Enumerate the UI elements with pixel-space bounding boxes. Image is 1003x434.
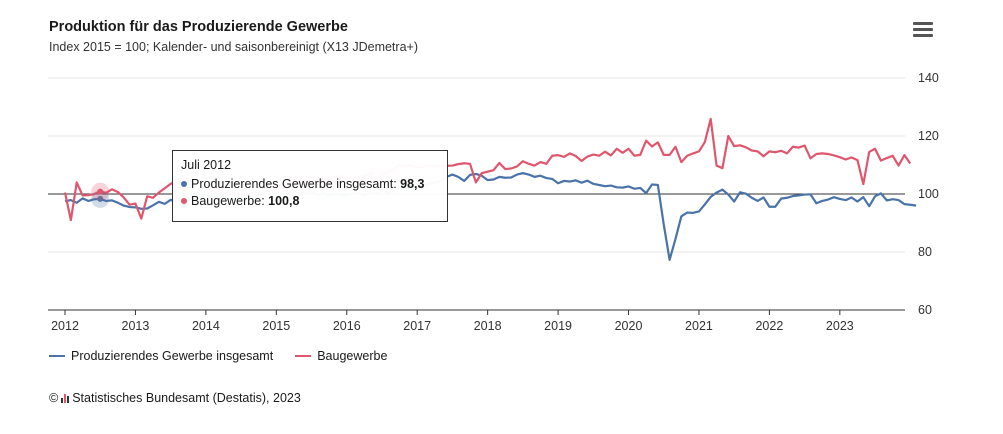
hover-point-series-2 xyxy=(97,188,104,195)
x-tick-label-2013: 2013 xyxy=(122,319,150,333)
y-tick-label-100: 100 xyxy=(918,187,939,201)
tooltip-value-series-2: 100,8 xyxy=(268,194,300,208)
footer: © Statistisches Bundesamt (Destatis), 20… xyxy=(49,391,301,405)
legend-item-series-1[interactable]: Produzierendes Gewerbe insgesamt xyxy=(49,349,273,363)
y-tick-label-80: 80 xyxy=(918,245,932,259)
tooltip-row-series-2: Baugewerbe: 100,8 xyxy=(181,194,439,208)
legend-item-series-2[interactable]: Baugewerbe xyxy=(295,349,387,363)
tooltip-row-series-1: Produzierendes Gewerbe insgesamt: 98,3 xyxy=(181,177,439,191)
x-tick-label-2015: 2015 xyxy=(262,319,290,333)
legend-swatch-series-1 xyxy=(49,355,65,357)
y-tick-label-140: 140 xyxy=(918,71,939,85)
chart-title: Produktion für das Produzierende Gewerbe xyxy=(49,19,348,35)
destatis-logo-icon xyxy=(61,393,70,403)
x-tick-label-2016: 2016 xyxy=(333,319,361,333)
y-tick-label-120: 120 xyxy=(918,129,939,143)
x-axis: 2012 2013 2014 2015 2016 2017 2018 2019 2020 2021… xyxy=(48,309,905,333)
y-tick-label-60: 60 xyxy=(918,303,932,317)
y-axis-ticks: 60 80 100 120 140 xyxy=(918,71,939,317)
grid-lines xyxy=(48,77,905,253)
x-tick-label-2019: 2019 xyxy=(544,319,572,333)
hover-point-series-1 xyxy=(97,195,104,202)
x-tick-label-2018: 2018 xyxy=(474,319,502,333)
tooltip-value-series-1: 98,3 xyxy=(400,177,425,191)
copyright-symbol: © xyxy=(49,391,59,405)
tooltip-date: Juli 2012 xyxy=(181,158,232,172)
x-tick-label-2012: 2012 xyxy=(51,319,79,333)
x-tick-label-2014: 2014 xyxy=(192,319,220,333)
hover-markers xyxy=(91,182,110,208)
footer-source: Statistisches Bundesamt (Destatis), 2023 xyxy=(72,391,301,405)
x-tick-label-2022: 2022 xyxy=(755,319,783,333)
x-tick-label-2017: 2017 xyxy=(403,319,431,333)
series-2-dot-icon xyxy=(181,197,187,204)
tooltip-label-series-2: Baugewerbe xyxy=(191,194,262,208)
hamburger-menu-icon[interactable] xyxy=(913,22,933,40)
legend-swatch-series-2 xyxy=(295,355,312,357)
chart-subtitle: Index 2015 = 100; Kalender- und saisonbe… xyxy=(49,40,418,54)
tooltip-label-series-1: Produzierendes Gewerbe insgesamt xyxy=(191,177,394,191)
series-1-dot-icon xyxy=(181,180,187,187)
legend: Produzierendes Gewerbe insgesamt Baugewe… xyxy=(49,349,387,363)
legend-label-series-2: Baugewerbe xyxy=(317,349,388,363)
x-tick-label-2021: 2021 xyxy=(685,319,713,333)
legend-label-series-1: Produzierendes Gewerbe insgesamt xyxy=(71,349,274,363)
x-tick-label-2023: 2023 xyxy=(826,319,854,333)
x-tick-label-2020: 2020 xyxy=(615,319,643,333)
tooltip: Juli 2012 Produzierendes Gewerbe insgesa… xyxy=(172,150,448,222)
